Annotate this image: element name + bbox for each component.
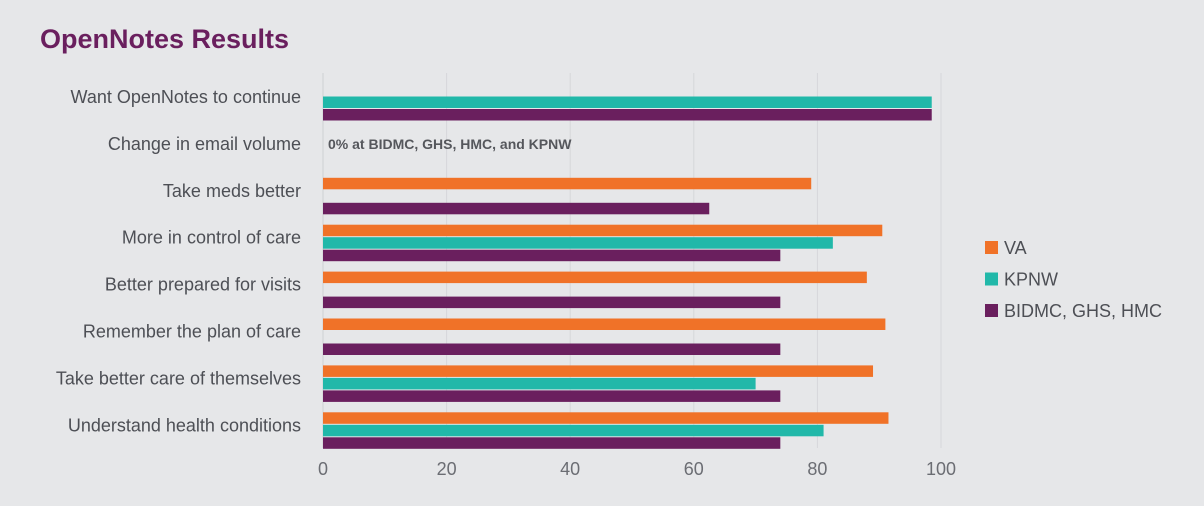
bar-va <box>323 365 874 377</box>
x-tick-label: 60 <box>684 459 704 479</box>
x-tick-label: 0 <box>318 459 328 479</box>
bar-bidmc-ghs-hmc <box>323 202 710 215</box>
category-label: Want OpenNotes to continue <box>71 87 301 107</box>
bar-bidmc-ghs-hmc <box>323 390 781 402</box>
bar-va <box>323 177 812 190</box>
annotation-label: 0% at BIDMC, GHS, HMC, and KPNW <box>328 136 572 152</box>
bar-bidmc-ghs-hmc <box>323 343 781 355</box>
category-label: Take meds better <box>163 181 301 201</box>
category-label: More in control of care <box>122 228 301 248</box>
bar-va <box>323 224 883 237</box>
legend-label: VA <box>1004 238 1027 258</box>
bar-bidmc-ghs-hmc <box>323 249 781 262</box>
legend-swatch <box>985 272 998 286</box>
legend-label: KPNW <box>1004 270 1058 290</box>
bar-bidmc-ghs-hmc <box>323 109 932 121</box>
chart-title: OpenNotes Results <box>40 24 290 54</box>
x-tick-label: 40 <box>560 459 580 479</box>
bar-kpnw <box>323 377 756 390</box>
x-tick-label: 20 <box>437 459 457 479</box>
category-label: Change in email volume <box>108 134 301 154</box>
bar-va <box>323 412 889 424</box>
category-label: Understand health conditions <box>68 415 301 435</box>
legend-label: BIDMC, GHS, HMC <box>1004 301 1162 321</box>
bar-va <box>323 318 886 330</box>
category-label: Better prepared for visits <box>105 275 301 295</box>
legend-swatch <box>985 304 998 317</box>
category-label: Remember the plan of care <box>83 322 301 342</box>
bar-kpnw <box>323 424 824 437</box>
bar-bidmc-ghs-hmc <box>323 437 781 449</box>
legend-swatch <box>985 241 998 254</box>
bar-kpnw <box>323 237 833 249</box>
bar-kpnw <box>323 96 932 108</box>
bar-va <box>323 271 867 284</box>
x-tick-label: 80 <box>807 459 827 479</box>
x-tick-label: 100 <box>926 459 956 479</box>
category-label: Take better care of themselves <box>56 368 301 388</box>
bar-bidmc-ghs-hmc <box>323 296 781 309</box>
